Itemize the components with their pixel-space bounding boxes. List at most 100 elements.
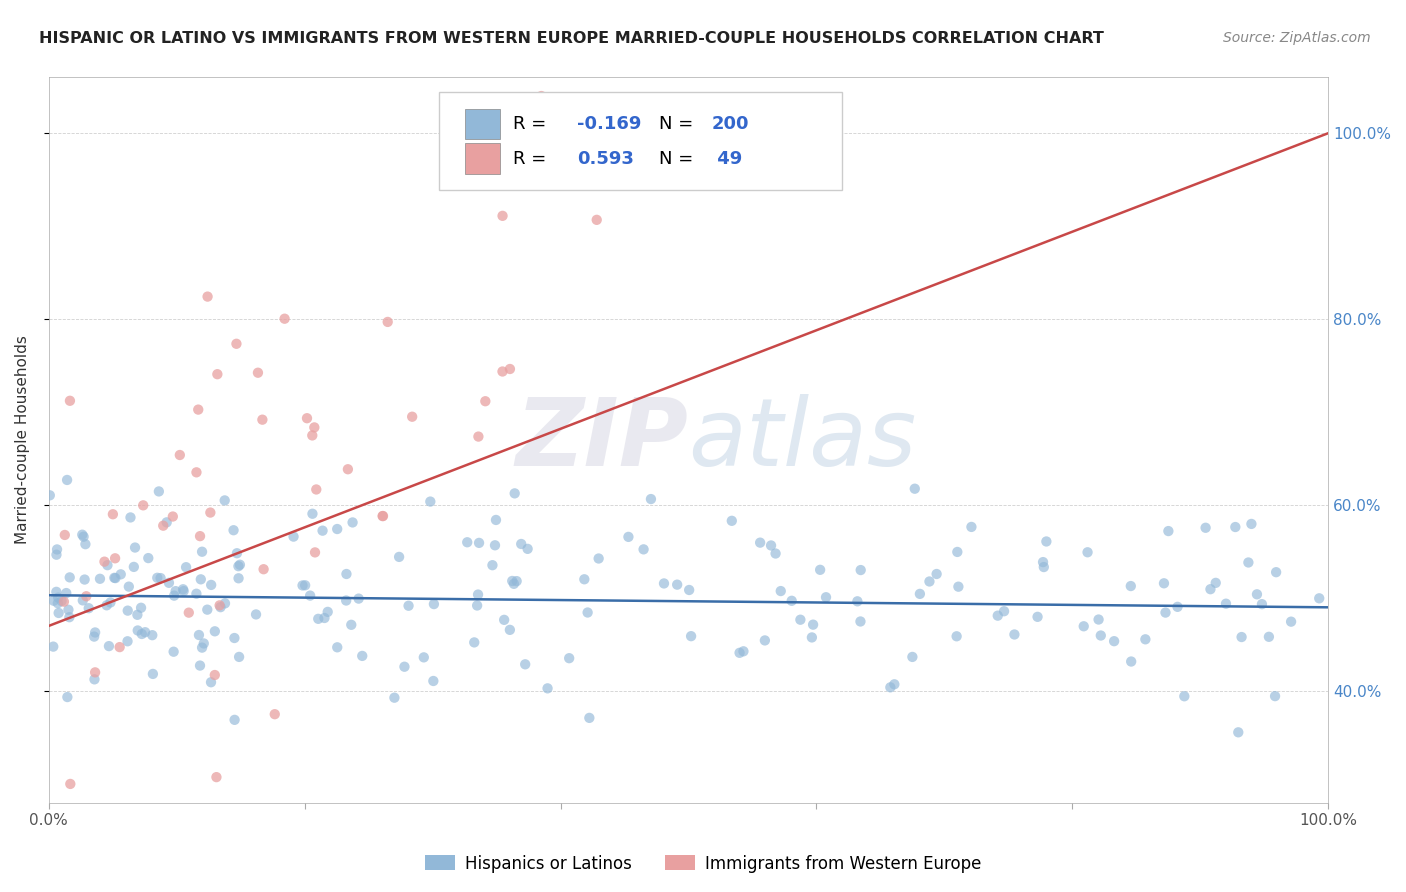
Text: 49: 49: [711, 150, 742, 168]
Point: [467, 588, 489, 602]
Point: [728, 646, 751, 660]
Point: [640, 491, 662, 506]
Point: [1077, 545, 1099, 559]
Point: [224, 631, 246, 645]
Point: [505, 574, 527, 588]
Point: [578, 711, 600, 725]
Point: [46, 542, 69, 557]
Point: [499, 362, 522, 376]
Point: [163, 589, 186, 603]
Point: [945, 629, 967, 643]
Point: [1153, 576, 1175, 591]
Point: [59, 777, 82, 791]
Point: [84, 665, 107, 680]
Point: [814, 591, 837, 605]
Point: [347, 591, 370, 606]
Point: [263, 707, 285, 722]
Point: [576, 606, 599, 620]
Point: [73, 573, 96, 587]
Point: [849, 563, 872, 577]
Point: [84, 625, 107, 640]
Text: HISPANIC OR LATINO VS IMMIGRANTS FROM WESTERN EUROPE MARRIED-COUPLE HOUSEHOLDS C: HISPANIC OR LATINO VS IMMIGRANTS FROM WE…: [39, 31, 1104, 46]
Point: [1194, 521, 1216, 535]
Point: [1265, 565, 1288, 579]
Point: [1154, 606, 1177, 620]
Point: [808, 563, 831, 577]
Point: [412, 650, 434, 665]
Point: [56, 690, 79, 704]
Point: [42, 640, 65, 654]
Point: [1237, 556, 1260, 570]
Point: [45, 584, 67, 599]
Point: [314, 611, 336, 625]
Point: [162, 645, 184, 659]
Point: [72, 530, 94, 544]
Point: [104, 551, 127, 566]
Point: [491, 364, 513, 378]
Point: [733, 644, 755, 658]
Point: [245, 607, 267, 622]
Point: [342, 516, 364, 530]
Point: [925, 566, 948, 581]
Point: [394, 659, 416, 673]
Point: [146, 571, 169, 585]
Point: [134, 625, 156, 640]
Point: [214, 493, 236, 508]
Point: [503, 577, 526, 591]
Point: [1230, 630, 1253, 644]
Point: [948, 580, 970, 594]
Point: [174, 560, 197, 574]
Point: [197, 290, 219, 304]
Point: [162, 509, 184, 524]
Point: [108, 640, 131, 654]
Point: [89, 572, 111, 586]
FancyBboxPatch shape: [464, 109, 501, 139]
Point: [1035, 534, 1057, 549]
Point: [1087, 613, 1109, 627]
Point: [142, 667, 165, 681]
Text: R =: R =: [513, 150, 558, 168]
Point: [485, 513, 508, 527]
Point: [765, 547, 787, 561]
Point: [301, 428, 323, 442]
Text: R =: R =: [513, 115, 553, 133]
Point: [148, 484, 170, 499]
Point: [423, 597, 446, 611]
Point: [1199, 582, 1222, 597]
Point: [51, 594, 73, 608]
Point: [186, 466, 208, 480]
Point: [800, 631, 823, 645]
Point: [97, 639, 120, 653]
Point: [335, 566, 357, 581]
Point: [901, 649, 924, 664]
Point: [883, 677, 905, 691]
Point: [165, 584, 187, 599]
Point: [1227, 725, 1250, 739]
Point: [122, 560, 145, 574]
Point: [55, 586, 77, 600]
Point: [1166, 599, 1188, 614]
Point: [77, 601, 100, 615]
Point: [388, 549, 411, 564]
Point: [484, 538, 506, 552]
Point: [188, 658, 211, 673]
Point: [173, 584, 195, 599]
Point: [474, 394, 496, 409]
Point: [769, 584, 792, 599]
Point: [124, 541, 146, 555]
Point: [200, 578, 222, 592]
Point: [299, 589, 322, 603]
Point: [510, 537, 533, 551]
Point: [849, 615, 872, 629]
Point: [190, 572, 212, 586]
Point: [42, 593, 65, 607]
Point: [291, 578, 314, 592]
Point: [530, 89, 553, 103]
Point: [681, 629, 703, 643]
Point: [187, 402, 209, 417]
Point: [304, 545, 326, 559]
Point: [252, 412, 274, 426]
Point: [652, 576, 675, 591]
Point: [56, 473, 79, 487]
FancyBboxPatch shape: [439, 92, 842, 190]
